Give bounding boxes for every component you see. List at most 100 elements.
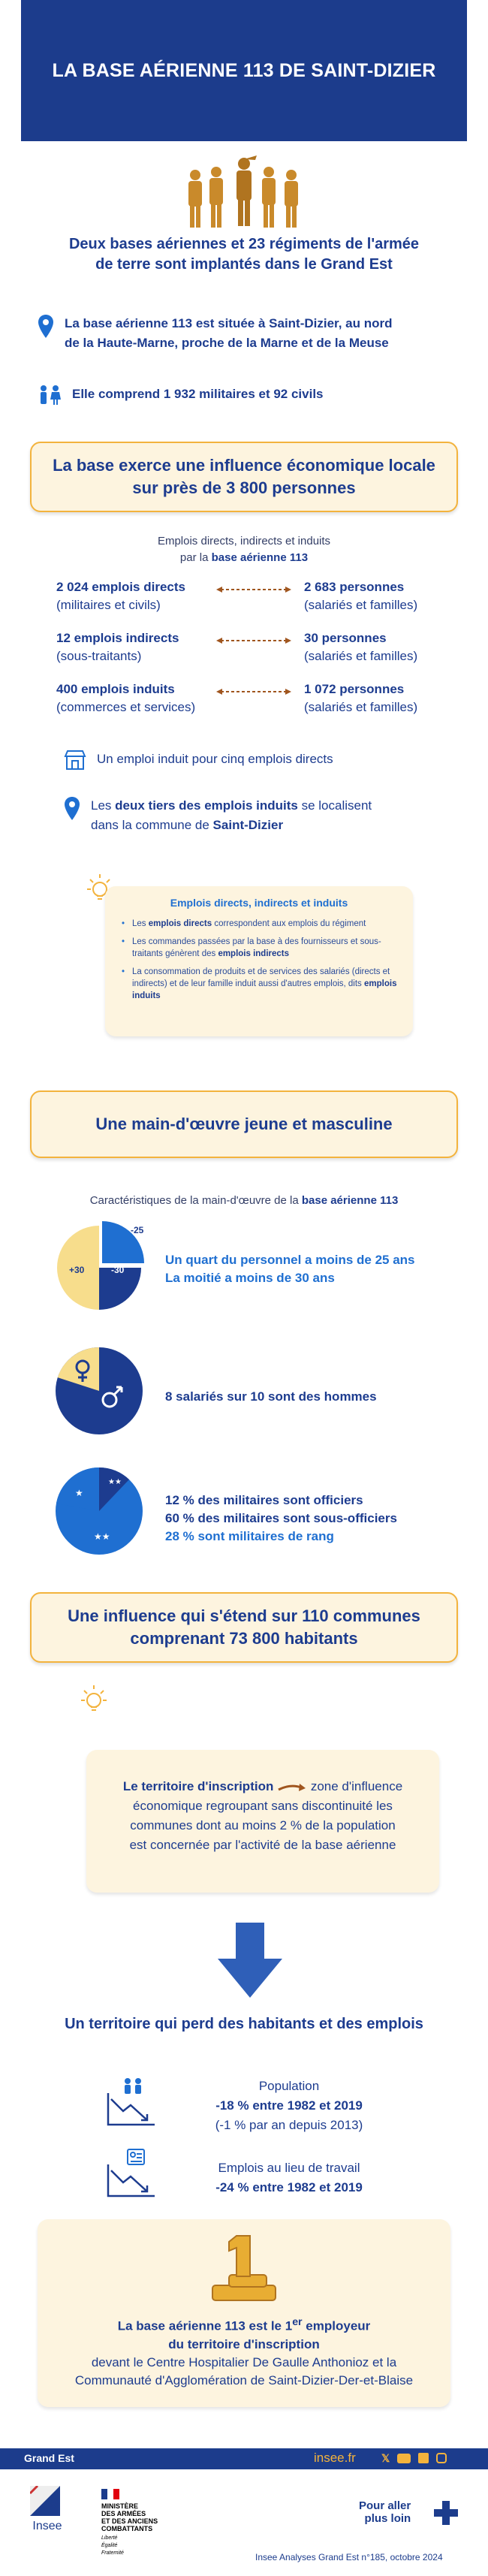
section1-line1: La base exerce une influence économique … [53, 456, 435, 475]
induced-jobs: 400 emplois induits [56, 682, 175, 696]
final-line4: Communauté d'Agglomération de Saint-Dizi… [74, 2372, 414, 2387]
note2-a: Les [91, 798, 116, 813]
employment-subtitle1: Emplois directs, indirects et induits [157, 535, 331, 547]
population-decline-icon [107, 2078, 155, 2126]
location-pin-icon [38, 315, 53, 338]
more-info-link[interactable]: Pour aller plus loin [359, 2499, 411, 2525]
workforce-subtitle: Caractéristiques de la main-d'œuvre de l… [89, 1194, 399, 1207]
section3-line2: comprenant 73 800 habitants [130, 1629, 358, 1648]
section1-line2: sur près de 3 800 personnes [132, 478, 356, 497]
section-workforce: Une main-d'œuvre jeune et masculine [30, 1090, 458, 1158]
induced-ratio-text: Un emploi induit pour cinq emplois direc… [97, 752, 333, 766]
employment-subtitle: Emplois directs, indirects et induits pa… [56, 533, 432, 566]
age-label-over30: +30 [69, 1265, 85, 1275]
svg-text:★: ★ [75, 1488, 83, 1498]
intro-line1: Deux bases aériennes et 23 régiments de … [68, 236, 420, 252]
employment-row: 400 emplois induits (commerces et service… [56, 680, 447, 718]
direct-persons: 2 683 personnes [304, 580, 405, 594]
shop-icon [64, 750, 86, 770]
employment-row: 12 emplois indirects (sous-traitants) 30 … [56, 629, 447, 667]
definition-item: Les emplois directs correspondent aux em… [120, 918, 398, 930]
footer: Insee MINISTÈRE DES ARMÉES ET DES ANCIEN… [0, 2469, 488, 2576]
plus-icon[interactable] [434, 2501, 458, 2525]
rank-pie-chart: ★★ ★ ★★ [56, 1467, 143, 1555]
saint-dizier-note: Les deux tiers des emplois induits se lo… [64, 796, 439, 835]
location-line2: de la Haute-Marne, proche de la Marne et… [65, 336, 389, 350]
instagram-icon[interactable] [436, 2453, 447, 2463]
section-economic-influence: La base exerce une influence économique … [30, 442, 458, 512]
lightbulb-icon [87, 874, 113, 900]
section-territory-influence: Une influence qui s'étend sur 110 commun… [30, 1592, 458, 1663]
location-line1: La base aérienne 113 est située à Saint-… [65, 316, 393, 330]
insee-logo: Insee [21, 2484, 74, 2546]
footer-region: Grand Est [24, 2452, 74, 2464]
induced-jobs-sub: (commerces et services) [56, 700, 196, 714]
note2-d: dans la commune de [91, 818, 213, 832]
final-line1-a: La base aérienne 113 est le 1 [117, 2318, 293, 2333]
page-header: LA BASE AÉRIENNE 113 DE SAINT-DIZIER [21, 0, 467, 141]
indirect-jobs: 12 emplois indirects [56, 631, 179, 645]
people-icon [41, 385, 61, 405]
lightbulb-icon [81, 1685, 107, 1711]
podium-medal-icon [212, 2235, 276, 2301]
intro-line2: de terre sont implantés dans le Grand Es… [95, 256, 393, 273]
location-pin-icon [65, 797, 80, 820]
age-label-under25: -25 [131, 1225, 144, 1235]
territory-rest1: zone d'influence [310, 1779, 403, 1793]
linkedin-icon[interactable] [418, 2453, 429, 2463]
jobs-label: Emplois au lieu de travail [218, 2161, 360, 2175]
note2-b: deux tiers des emplois induits [115, 798, 298, 813]
age-stat: -25 -30 +30 Un quart du personnel a moin… [45, 1217, 465, 1310]
svg-text:★★: ★★ [108, 1478, 122, 1486]
definition-box: Emplois directs, indirects et induits Le… [105, 886, 413, 1036]
territory-rest4: est concernée par l'activité de la base … [129, 1838, 396, 1852]
pop-label: Population [258, 2079, 320, 2093]
age-label-under30: -30 [111, 1265, 125, 1275]
age-line1: Un quart du personnel a moins de 25 ans [165, 1253, 415, 1267]
insee-link[interactable]: insee.fr [314, 2451, 356, 2465]
induced-persons-sub: (salariés et familles) [304, 700, 418, 714]
x-icon[interactable]: 𝕏 [381, 2452, 390, 2464]
jobs-stat: Emplois au lieu de travail -24 % entre 1… [105, 2148, 435, 2216]
age-line2: La moitié a moins de 30 ans [165, 1271, 335, 1285]
induced-ratio-note: Un emploi induit pour cinq emplois direc… [64, 750, 439, 771]
final-line2: du territoire d'inscription [168, 2336, 320, 2351]
gender-pie-chart [56, 1347, 143, 1434]
svg-text:★★: ★★ [94, 1531, 110, 1542]
location-fact: La base aérienne 113 est située à Saint-… [38, 314, 458, 353]
section2-title: Une main-d'œuvre jeune et masculine [95, 1115, 393, 1133]
footer-bar: Grand Est insee.fr 𝕏 [0, 2448, 488, 2469]
territory-definition-box: Le territoire d'inscription zone d'influ… [86, 1750, 439, 1893]
rank-line1: 12 % des militaires sont officiers [165, 1493, 363, 1507]
staff-fact: Elle comprend 1 932 militaires et 92 civ… [38, 385, 458, 406]
direct-jobs-sub: (militaires et civils) [56, 598, 161, 612]
soldiers-illustration [188, 155, 298, 228]
territory-bold: Le territoire d'inscription [122, 1779, 274, 1793]
territory-rest2: économique regroupant sans discontinuité… [133, 1799, 393, 1813]
indirect-persons-sub: (salariés et familles) [304, 649, 418, 663]
definition-title: Emplois directs, indirects et induits [170, 897, 348, 909]
rank-line3: 28 % sont militaires de rang [165, 1529, 334, 1543]
social-links: 𝕏 [381, 2452, 447, 2465]
section3-line1: Une influence qui s'étend sur 110 commun… [68, 1606, 420, 1625]
indirect-persons: 30 personnes [304, 631, 387, 645]
employment-subtitle2-bold: base aérienne 113 [211, 551, 309, 564]
jobs-value: -24 % entre 1982 et 2019 [215, 2180, 363, 2194]
note2-e: Saint-Dizier [212, 818, 284, 832]
youtube-icon[interactable] [397, 2454, 411, 2463]
rank-stat: ★★ ★ ★★ 12 % des militaires sont officie… [45, 1464, 465, 1555]
ministry-logo: MINISTÈRE DES ARMÉES ET DES ANCIENS COMB… [101, 2489, 206, 2557]
territory-rest3: communes dont au moins 2 % de la populat… [130, 1818, 396, 1832]
first-employer-box: La base aérienne 113 est le 1er employeu… [38, 2219, 450, 2407]
final-line1-sup: er [292, 2316, 303, 2328]
intro-heading: Deux bases aériennes et 23 régiments de … [30, 234, 458, 275]
age-pie-chart: -25 -30 +30 [57, 1221, 144, 1310]
direct-jobs: 2 024 emplois directs [56, 580, 185, 594]
direct-persons-sub: (salariés et familles) [304, 598, 418, 612]
definition-item: La consommation de produits et de servic… [120, 966, 398, 1002]
staff-text: Elle comprend 1 932 militaires et 92 civ… [72, 387, 324, 401]
jobs-decline-icon [107, 2149, 155, 2197]
indirect-jobs-sub: (sous-traitants) [56, 649, 142, 663]
gender-stat: 8 salariés sur 10 sont des hommes [45, 1344, 465, 1434]
employment-row: 2 024 emplois directs (militaires et civi… [56, 578, 447, 616]
